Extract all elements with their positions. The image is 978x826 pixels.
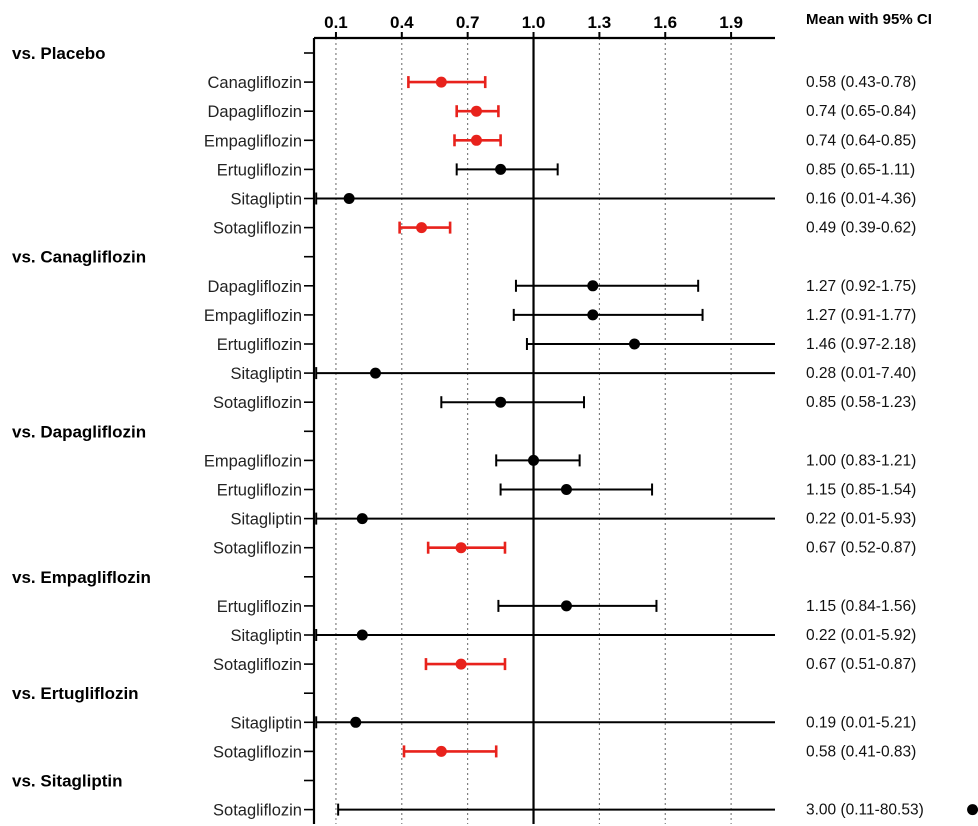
mean-point xyxy=(343,193,355,204)
x-tick-label: 1.0 xyxy=(522,13,546,32)
plot-rows: vs. Placebo Canagliflozin 0.58 (0.43-0.78)… xyxy=(12,44,978,820)
ci-value-label: 1.27 (0.92-1.75) xyxy=(806,278,916,295)
ci-value-label: 0.58 (0.43-0.78) xyxy=(806,74,916,91)
ci-value-label: 1.15 (0.84-1.56) xyxy=(806,598,916,615)
mean-point xyxy=(587,280,599,292)
row-label: Sitagliptin xyxy=(230,365,302,383)
ci-value-label: 0.74 (0.65-0.84) xyxy=(806,103,916,120)
row-label: Canagliflozin xyxy=(208,74,302,92)
mean-point xyxy=(560,484,572,495)
mean-point xyxy=(369,367,381,379)
ci-value-label: 1.46 (0.97-2.18) xyxy=(806,336,916,353)
row-label: Sitagliptin xyxy=(230,714,302,732)
row-label: Sotagliflozin xyxy=(213,743,302,761)
mean-point xyxy=(435,76,447,88)
mean-point xyxy=(416,222,428,234)
row-label: Sitagliptin xyxy=(230,627,302,645)
row-label: Sotagliflozin xyxy=(213,394,302,412)
mean-point xyxy=(560,600,572,612)
mean-point xyxy=(455,658,467,670)
row-label: Sotagliflozin xyxy=(213,802,302,820)
row-label: Sitagliptin xyxy=(230,511,302,529)
mean-point xyxy=(455,542,467,554)
ci-value-label: 1.15 (0.85-1.54) xyxy=(806,482,916,499)
row-label: Ertugliflozin xyxy=(217,161,302,179)
ci-value-label: 0.67 (0.51-0.87) xyxy=(806,656,916,673)
ci-value-label: 1.00 (0.83-1.21) xyxy=(806,452,916,469)
mean-point xyxy=(350,716,362,728)
mean-point xyxy=(495,396,507,408)
mean-point xyxy=(528,454,540,466)
x-axis: 0.1 0.4 0.7 1.0 1.3 1.6 1.9 xyxy=(312,13,775,824)
x-tick-label: 0.1 xyxy=(324,13,348,32)
mean-point xyxy=(470,134,482,146)
ci-value-label: 0.67 (0.52-0.87) xyxy=(806,540,916,557)
group-label: vs. Sitagliptin xyxy=(12,772,123,791)
mean-point xyxy=(629,338,641,350)
group-label: vs. Empagliflozin xyxy=(12,568,151,587)
x-tick-label: 1.9 xyxy=(719,13,743,32)
ci-value-label: 0.58 (0.41-0.83) xyxy=(806,743,916,760)
row-label: Empagliflozin xyxy=(204,452,302,470)
gridlines xyxy=(335,38,732,824)
ci-value-label: 0.85 (0.58-1.23) xyxy=(806,394,916,411)
ci-value-label: 0.16 (0.01-4.36) xyxy=(806,191,916,208)
mean-point xyxy=(470,105,482,117)
row-label: Empagliflozin xyxy=(204,307,302,325)
ci-value-label: 0.22 (0.01-5.93) xyxy=(806,511,916,528)
row-label: Ertugliflozin xyxy=(217,482,302,500)
ci-column-header: Mean with 95% CI xyxy=(806,11,932,28)
mean-point xyxy=(495,163,507,175)
mean-point xyxy=(356,513,368,525)
ci-value-label: 1.27 (0.91-1.77) xyxy=(806,307,916,324)
ci-value-label: 0.28 (0.01-7.40) xyxy=(806,365,916,382)
mean-point xyxy=(356,629,368,641)
row-label: Sitagliptin xyxy=(230,191,302,209)
group-label: vs. Placebo xyxy=(12,44,106,63)
ci-value-label: 0.85 (0.65-1.11) xyxy=(806,161,915,178)
mean-point xyxy=(967,804,978,816)
x-tick-label: 0.4 xyxy=(390,13,414,32)
mean-point xyxy=(435,745,447,757)
ci-value-label: 0.49 (0.39-0.62) xyxy=(806,220,916,237)
row-label: Sotagliflozin xyxy=(213,656,302,674)
row-label: Sotagliflozin xyxy=(213,540,302,558)
ci-value-label: 0.74 (0.64-0.85) xyxy=(806,132,916,149)
row-label: Empagliflozin xyxy=(204,132,302,150)
row-label: Ertugliflozin xyxy=(217,598,302,616)
ci-value-label: 0.22 (0.01-5.92) xyxy=(806,627,916,644)
group-label: vs. Ertugliflozin xyxy=(12,684,139,703)
x-tick-label: 0.7 xyxy=(456,13,480,32)
group-label: vs. Dapagliflozin xyxy=(12,422,146,441)
row-label: Sotagliflozin xyxy=(213,220,302,238)
mean-point xyxy=(587,309,599,321)
ci-value-label: 0.19 (0.01-5.21) xyxy=(806,714,916,731)
x-tick-label: 1.6 xyxy=(653,13,677,32)
row-label: Dapagliflozin xyxy=(208,278,302,296)
x-tick-label: 1.3 xyxy=(588,13,612,32)
row-label: Dapagliflozin xyxy=(208,103,302,121)
group-label: vs. Canagliflozin xyxy=(12,248,146,267)
ci-value-label: 3.00 (0.11-80.53) xyxy=(806,802,924,819)
row-label: Ertugliflozin xyxy=(217,336,302,354)
